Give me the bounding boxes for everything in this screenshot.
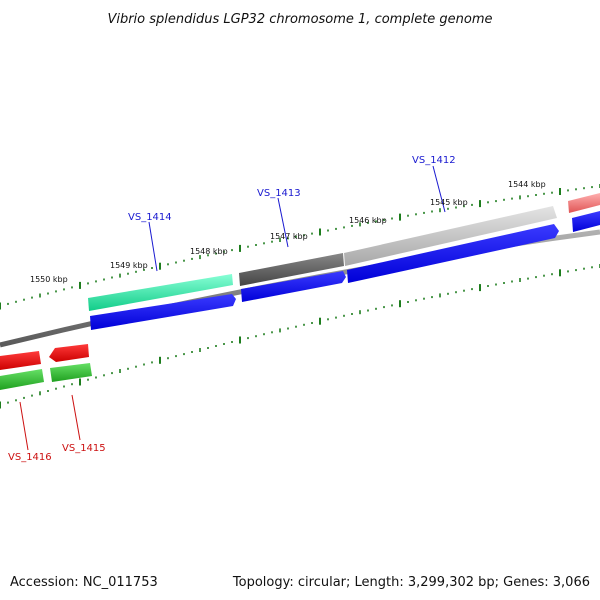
scale-label-1544: 1544 kbp bbox=[508, 180, 546, 189]
lower-tick-ring bbox=[0, 264, 600, 409]
gene-vs1416-cds[interactable] bbox=[0, 369, 44, 390]
leader-vs1414 bbox=[148, 221, 158, 272]
map-title: Vibrio splendidus LGP32 chromosome 1, co… bbox=[107, 12, 492, 27]
gene-vs1414-bar[interactable] bbox=[88, 274, 233, 311]
leader-vs1415 bbox=[71, 394, 81, 441]
cds-arrow-vs1411[interactable] bbox=[572, 211, 600, 232]
gene-label-vs1415[interactable]: VS_1415 bbox=[62, 443, 106, 454]
gene-vs1412-bar[interactable] bbox=[344, 206, 557, 266]
gene-vs1416-bar[interactable] bbox=[0, 351, 41, 370]
accession-label: Accession: NC_011753 bbox=[10, 575, 158, 590]
gene-label-vs1412[interactable]: VS_1412 bbox=[412, 155, 456, 166]
scale-label-1550: 1550 kbp bbox=[30, 275, 68, 284]
scale-label-1549: 1549 kbp bbox=[110, 261, 148, 270]
leader-vs1412 bbox=[432, 165, 446, 213]
leader-vs1413 bbox=[277, 197, 289, 248]
gene-track-lower bbox=[0, 344, 92, 390]
genome-summary: Topology: circular; Length: 3,299,302 bp… bbox=[232, 575, 590, 590]
scale-label-1547: 1547 kbp bbox=[270, 232, 308, 241]
label-leaders bbox=[19, 165, 446, 451]
cds-arrow-vs1413[interactable] bbox=[241, 271, 346, 302]
gene-vs1415-bar[interactable] bbox=[49, 344, 89, 362]
upper-tick-ring bbox=[0, 184, 600, 310]
gene-track-upper bbox=[88, 193, 600, 311]
gene-label-vs1414[interactable]: VS_1414 bbox=[128, 212, 172, 223]
cds-arrow-vs1414[interactable] bbox=[90, 294, 236, 330]
scale-label-1545: 1545 kbp bbox=[430, 198, 468, 207]
leader-vs1416 bbox=[19, 401, 29, 451]
gene-vs1415-cds[interactable] bbox=[50, 363, 92, 382]
gene-vs1413-bar[interactable] bbox=[239, 253, 344, 286]
scale-label-1546: 1546 kbp bbox=[349, 216, 387, 225]
scale-label-1548: 1548 kbp bbox=[190, 247, 228, 256]
gene-label-vs1413[interactable]: VS_1413 bbox=[257, 188, 301, 199]
gene-label-vs1416[interactable]: VS_1416 bbox=[8, 452, 52, 463]
cds-arrow-vs1412[interactable] bbox=[347, 224, 559, 283]
gene-vs1411-bar[interactable] bbox=[568, 193, 600, 213]
cds-track-forward bbox=[90, 211, 600, 330]
